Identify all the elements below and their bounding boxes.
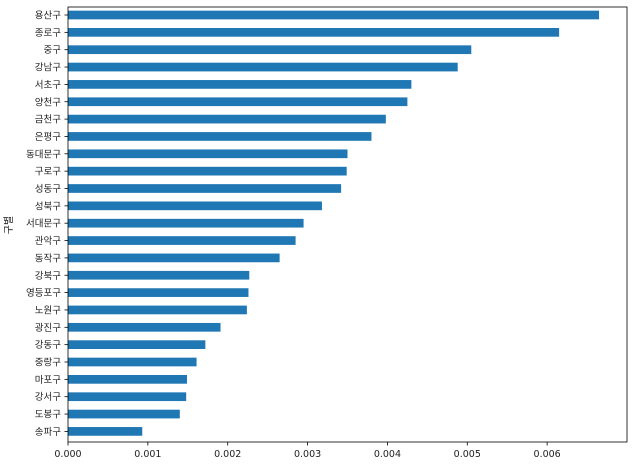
y-tick-label: 서초구 (35, 80, 61, 91)
bar-9 (68, 149, 348, 159)
bar-1 (68, 10, 600, 20)
y-tick-label: 도봉구 (35, 410, 61, 421)
y-tick-label: 성동구 (35, 184, 61, 195)
x-tick-label: 0.004 (374, 449, 401, 460)
bar-21 (68, 357, 197, 367)
x-axis: 0.000 0.001 0.002 0.003 0.004 0.005 0.006 (54, 442, 561, 460)
x-tick-label: 0.003 (294, 449, 321, 460)
bar-20 (68, 340, 206, 349)
y-tick-label: 구로구 (35, 167, 61, 178)
bar-2 (68, 28, 560, 37)
bar-4 (68, 62, 458, 72)
bar-3 (68, 45, 472, 55)
x-tick-label: 0.002 (214, 449, 241, 460)
y-tick-label: 중랑구 (35, 357, 61, 369)
bar-15 (68, 253, 280, 263)
y-tick-label: 금천구 (35, 115, 61, 126)
bar-22 (68, 375, 187, 384)
bar-16 (68, 270, 250, 280)
bar-13 (68, 218, 304, 228)
y-tick-label: 강동구 (35, 340, 61, 351)
y-tick-label: 노원구 (35, 305, 61, 316)
bar-24 (68, 409, 180, 419)
y-tick-label: 강서구 (35, 392, 61, 403)
bar-7 (68, 114, 386, 124)
x-tick-label: 0.006 (534, 449, 561, 460)
y-tick-label: 동대문구 (26, 149, 61, 160)
bar-17 (68, 288, 249, 297)
y-tick-labels: 용산구종로구중구강남구서초구양천구금천구은평구동대문구구로구성동구성북구서대문구… (26, 11, 68, 438)
bar-5 (68, 80, 412, 89)
x-tick-label: 0.005 (454, 449, 481, 460)
y-tick-label: 중구 (44, 45, 62, 56)
y-tick-label: 종로구 (35, 28, 61, 39)
bar-6 (68, 97, 408, 107)
y-tick-label: 광진구 (35, 322, 61, 334)
bar-23 (68, 392, 187, 402)
y-tick-label: 마포구 (35, 375, 61, 386)
bars-group (68, 10, 600, 436)
bar-10 (68, 166, 347, 176)
bar-18 (68, 305, 247, 315)
x-tick-label: 0.001 (134, 449, 161, 460)
bar-25 (68, 427, 143, 436)
y-tick-label: 강북구 (35, 271, 61, 282)
bar-14 (68, 236, 296, 245)
y-tick-label: 영등포구 (26, 288, 61, 299)
y-tick-label: 서대문구 (26, 219, 61, 230)
x-tick-label: 0.000 (54, 449, 81, 460)
plot-frame (67, 6, 628, 443)
y-tick-label: 양천구 (35, 97, 61, 108)
y-tick-label: 동작구 (35, 253, 61, 264)
y-tick-label: 강남구 (35, 63, 61, 74)
y-tick-label: 관악구 (35, 235, 61, 247)
y-tick-label: 용산구 (35, 11, 61, 22)
bar-12 (68, 201, 322, 211)
y-tick-label: 성북구 (35, 201, 61, 212)
y-tick-label: 은평구 (35, 132, 61, 143)
bar-8 (68, 132, 372, 141)
bar-11 (68, 184, 342, 193)
y-tick-label: 송파구 (35, 427, 61, 438)
bar-19 (68, 322, 221, 332)
y-axis-title: 구별 (3, 216, 15, 234)
